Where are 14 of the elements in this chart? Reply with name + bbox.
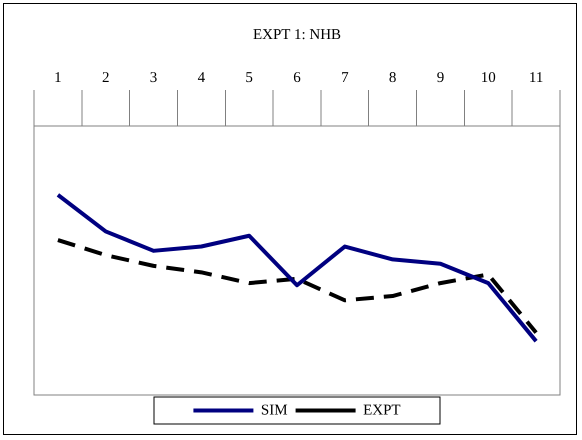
x-tick-label: 6 — [293, 70, 302, 86]
x-tick-label: 10 — [480, 70, 496, 86]
x-tick-label: 3 — [150, 70, 158, 86]
x-tick-label: 2 — [102, 70, 110, 86]
x-tick-label: 1 — [54, 70, 62, 86]
x-tick-label: 8 — [388, 70, 396, 86]
x-tick-label: 4 — [198, 70, 206, 86]
x-tick-label: 11 — [528, 70, 544, 86]
x-tick-label: 9 — [436, 70, 444, 86]
legend-label: EXPT — [363, 402, 401, 418]
chart-title: EXPT 1: NHB — [252, 26, 342, 43]
x-tick-label: 7 — [341, 70, 350, 86]
x-tick-label: 5 — [245, 70, 253, 86]
legend-label: SIM — [260, 402, 288, 418]
